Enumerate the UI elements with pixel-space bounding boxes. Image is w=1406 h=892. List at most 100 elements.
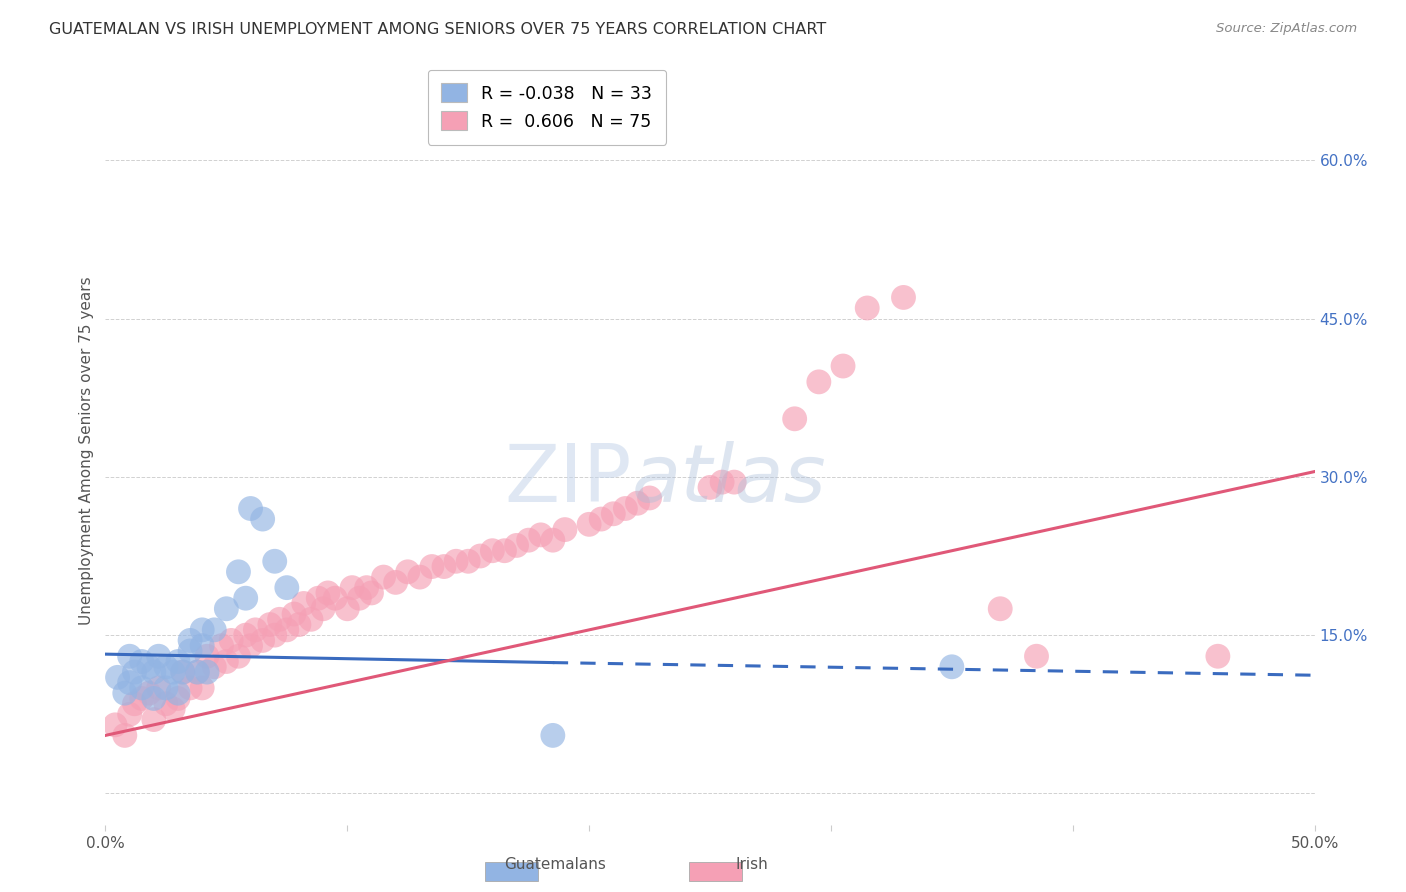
- Text: ZIP: ZIP: [505, 442, 631, 519]
- Point: [420, 559, 443, 574]
- Point: [832, 359, 855, 373]
- Point: [228, 565, 250, 579]
- Point: [131, 681, 153, 695]
- Point: [162, 665, 184, 679]
- Text: atlas: atlas: [631, 442, 827, 519]
- Point: [292, 597, 315, 611]
- Point: [104, 718, 127, 732]
- Point: [614, 501, 637, 516]
- Point: [856, 301, 879, 315]
- Point: [276, 623, 298, 637]
- Point: [138, 686, 160, 700]
- Point: [1025, 649, 1047, 664]
- Point: [219, 633, 242, 648]
- Point: [114, 686, 136, 700]
- Point: [384, 575, 406, 590]
- Point: [263, 628, 285, 642]
- Point: [807, 375, 830, 389]
- Point: [312, 601, 335, 615]
- Point: [396, 565, 419, 579]
- Point: [142, 691, 165, 706]
- Point: [191, 639, 214, 653]
- Point: [155, 697, 177, 711]
- Point: [269, 612, 291, 626]
- Point: [299, 612, 322, 626]
- Point: [118, 649, 141, 664]
- Point: [711, 475, 734, 489]
- Point: [215, 655, 238, 669]
- Point: [179, 644, 201, 658]
- Point: [288, 617, 311, 632]
- Legend: R = -0.038   N = 33, R =  0.606   N = 75: R = -0.038 N = 33, R = 0.606 N = 75: [427, 70, 666, 145]
- Point: [316, 586, 339, 600]
- Point: [373, 570, 395, 584]
- Point: [172, 665, 194, 679]
- Point: [195, 649, 218, 664]
- Point: [131, 691, 153, 706]
- Point: [245, 623, 267, 637]
- Point: [602, 507, 624, 521]
- Point: [276, 581, 298, 595]
- Point: [235, 628, 257, 642]
- Point: [138, 660, 160, 674]
- Point: [638, 491, 661, 505]
- Point: [114, 728, 136, 742]
- Point: [356, 581, 378, 595]
- Point: [235, 591, 257, 606]
- Point: [179, 681, 201, 695]
- Point: [118, 675, 141, 690]
- Point: [283, 607, 305, 621]
- Point: [783, 412, 806, 426]
- Point: [162, 702, 184, 716]
- Point: [723, 475, 745, 489]
- Point: [1206, 649, 1229, 664]
- Point: [155, 660, 177, 674]
- Point: [481, 543, 503, 558]
- Point: [307, 591, 329, 606]
- Text: Source: ZipAtlas.com: Source: ZipAtlas.com: [1216, 22, 1357, 36]
- Point: [131, 655, 153, 669]
- Point: [263, 554, 285, 568]
- Point: [470, 549, 492, 563]
- Point: [988, 601, 1011, 615]
- Point: [340, 581, 363, 595]
- Point: [591, 512, 613, 526]
- Point: [228, 649, 250, 664]
- Point: [941, 660, 963, 674]
- Point: [155, 681, 177, 695]
- Point: [433, 559, 456, 574]
- Point: [118, 707, 141, 722]
- Point: [349, 591, 371, 606]
- Point: [336, 601, 359, 615]
- Point: [172, 665, 194, 679]
- Point: [191, 681, 214, 695]
- Point: [191, 623, 214, 637]
- Point: [517, 533, 540, 548]
- Point: [252, 633, 274, 648]
- Point: [211, 639, 233, 653]
- Point: [124, 697, 146, 711]
- Point: [409, 570, 432, 584]
- Point: [444, 554, 467, 568]
- Point: [505, 538, 527, 552]
- Point: [167, 655, 190, 669]
- Point: [148, 649, 170, 664]
- Point: [530, 528, 553, 542]
- Point: [259, 617, 281, 632]
- Y-axis label: Unemployment Among Seniors over 75 years: Unemployment Among Seniors over 75 years: [79, 277, 94, 624]
- Point: [578, 517, 600, 532]
- Point: [215, 601, 238, 615]
- Point: [124, 665, 146, 679]
- Point: [142, 713, 165, 727]
- Point: [457, 554, 479, 568]
- Point: [167, 686, 190, 700]
- Point: [107, 670, 129, 684]
- Point: [494, 543, 516, 558]
- Point: [195, 665, 218, 679]
- Point: [148, 681, 170, 695]
- Point: [239, 501, 262, 516]
- Point: [202, 623, 225, 637]
- Point: [541, 728, 564, 742]
- Point: [167, 691, 190, 706]
- Point: [626, 496, 648, 510]
